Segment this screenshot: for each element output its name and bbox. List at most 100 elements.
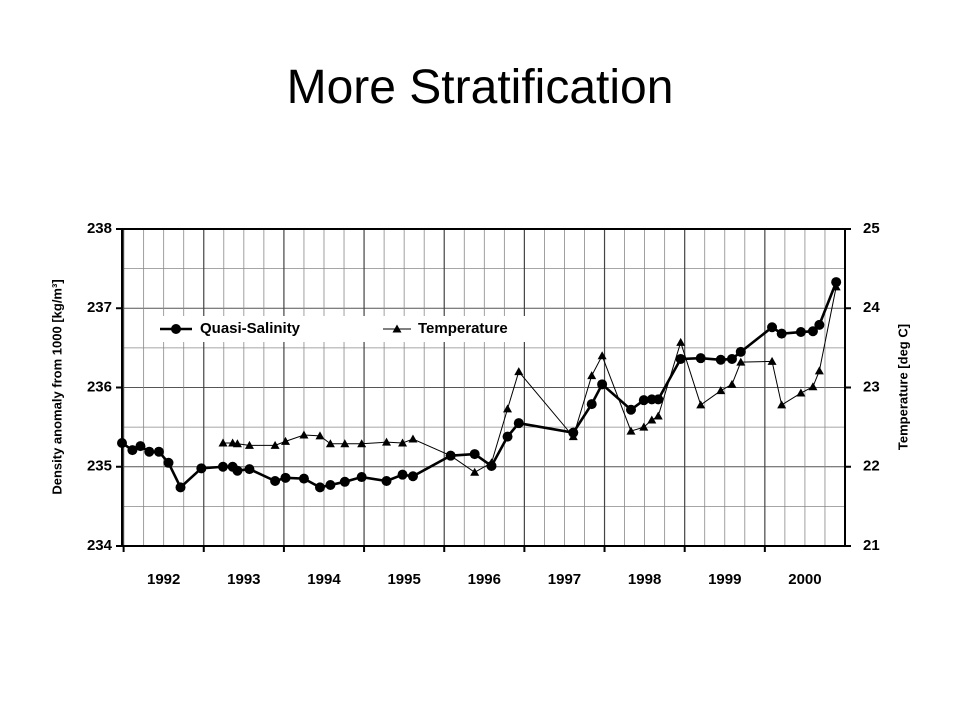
data-point: [217, 461, 228, 472]
data-point: [381, 476, 392, 487]
data-point: [196, 463, 207, 474]
data-point: [244, 440, 254, 449]
data-point: [298, 473, 309, 484]
y2-axis-title: Temperature [deg C]: [895, 324, 910, 450]
data-point: [339, 476, 350, 487]
series-line: [121, 281, 838, 490]
data-point: [716, 386, 726, 395]
data-point: [470, 467, 480, 476]
data-point: [814, 366, 824, 375]
data-point: [831, 277, 842, 288]
y-tick-label: 235: [87, 458, 112, 475]
data-point: [502, 431, 513, 442]
data-point: [676, 337, 686, 346]
y2-tick-label: 25: [863, 220, 880, 237]
y2-tick-label: 22: [863, 458, 880, 475]
data-point: [144, 446, 155, 457]
legend-label: Temperature: [418, 320, 508, 337]
data-point: [597, 379, 608, 390]
data-point: [727, 379, 737, 388]
data-point: [639, 422, 649, 431]
y-tick-label: 234: [87, 537, 113, 554]
y-tick-label: 238: [87, 220, 112, 237]
data-point: [503, 404, 513, 413]
data-point: [807, 326, 818, 337]
x-tick-label: 1997: [548, 571, 581, 588]
x-tick-label: 1998: [628, 571, 661, 588]
y-tick-label: 237: [87, 299, 112, 316]
data-point: [357, 439, 367, 448]
data-point: [382, 437, 392, 446]
legend-label: Quasi-Salinity: [200, 320, 301, 337]
y-axis-title: Density anomaly from 1000 [kg/m³]: [49, 279, 64, 494]
data-point: [597, 351, 607, 360]
data-point: [767, 322, 778, 333]
data-point: [270, 476, 281, 487]
data-point: [356, 472, 367, 483]
x-tick-label: 1999: [708, 571, 741, 588]
data-point: [407, 471, 418, 482]
data-point: [647, 415, 657, 424]
data-point: [446, 451, 456, 460]
data-point: [696, 400, 706, 409]
data-point: [175, 482, 186, 493]
data-point: [796, 388, 806, 397]
data-point: [117, 437, 127, 448]
y-tick-label: 236: [87, 378, 112, 395]
data-point: [695, 353, 706, 364]
data-point: [795, 327, 806, 338]
data-point: [735, 346, 746, 357]
x-tick-label: 1992: [147, 571, 180, 588]
data-point: [586, 399, 597, 410]
x-tick-label: 2000: [788, 571, 821, 588]
data-point: [653, 411, 663, 420]
legend-marker: [392, 324, 402, 333]
y2-tick-label: 21: [863, 537, 880, 554]
legend-box: [150, 316, 540, 342]
data-point: [232, 465, 243, 476]
data-point: [315, 431, 325, 440]
data-point: [280, 472, 291, 483]
data-point: [831, 282, 841, 291]
data-point: [408, 434, 418, 443]
data-point: [153, 446, 164, 457]
data-point: [135, 441, 146, 452]
data-point: [340, 439, 350, 448]
data-point: [626, 426, 636, 435]
data-point: [398, 438, 408, 447]
data-point: [469, 449, 480, 460]
data-point: [514, 367, 524, 376]
data-point: [814, 319, 825, 330]
data-point: [163, 457, 174, 468]
series-line: [222, 286, 837, 473]
data-point: [218, 438, 228, 447]
data-point: [736, 357, 746, 366]
data-point: [487, 458, 497, 467]
y2-tick-label: 24: [863, 299, 880, 316]
data-point: [568, 432, 578, 441]
data-point: [397, 469, 408, 480]
data-point: [244, 464, 255, 475]
data-point: [808, 382, 818, 391]
data-point: [625, 404, 636, 415]
data-point: [653, 394, 664, 405]
data-point: [638, 395, 649, 406]
data-point: [513, 418, 524, 429]
x-tick-label: 1993: [227, 571, 260, 588]
x-tick-label: 1995: [387, 571, 420, 588]
data-point: [299, 430, 309, 439]
data-point: [314, 482, 325, 493]
y2-tick-label: 23: [863, 378, 880, 395]
data-point: [726, 353, 737, 364]
data-point: [715, 354, 726, 365]
data-point: [232, 439, 242, 448]
data-point: [675, 353, 686, 364]
data-point: [325, 479, 336, 490]
data-point: [270, 440, 280, 449]
x-tick-label: 1996: [468, 571, 501, 588]
data-point: [281, 436, 291, 445]
data-point: [325, 439, 335, 448]
data-point: [777, 400, 787, 409]
